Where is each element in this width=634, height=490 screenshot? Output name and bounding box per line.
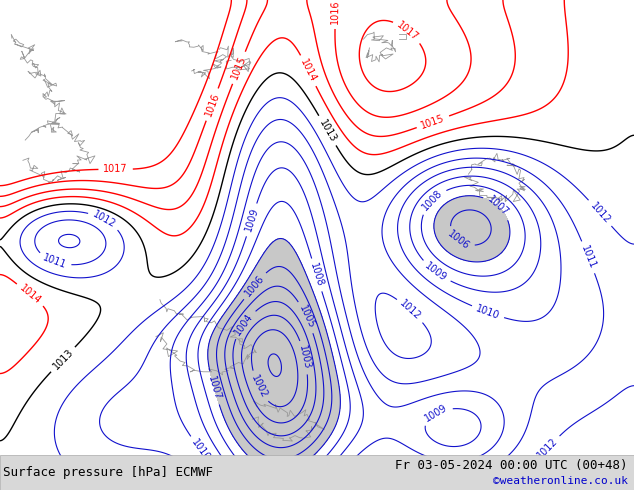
Text: 1016: 1016 [330, 0, 340, 24]
Text: 1008: 1008 [420, 188, 444, 213]
Text: 1003: 1003 [297, 344, 313, 370]
Text: 1006: 1006 [243, 273, 266, 298]
Text: 1011: 1011 [41, 253, 68, 270]
Text: 1004: 1004 [233, 311, 256, 337]
Text: 1007: 1007 [206, 375, 223, 401]
Text: 1005: 1005 [297, 304, 316, 330]
Text: 1013: 1013 [317, 118, 338, 144]
Text: 1009: 1009 [424, 261, 449, 283]
Text: 1012: 1012 [588, 200, 612, 225]
Text: 1010: 1010 [475, 303, 501, 321]
Text: 1009: 1009 [243, 207, 260, 233]
Text: 1012: 1012 [398, 298, 423, 322]
Text: Fr 03-05-2024 00:00 UTC (00+48): Fr 03-05-2024 00:00 UTC (00+48) [395, 459, 628, 472]
Text: 1015: 1015 [230, 54, 248, 81]
Text: 1011: 1011 [579, 244, 597, 270]
Text: 1012: 1012 [91, 209, 117, 230]
Text: 1016: 1016 [204, 91, 221, 118]
Text: 1009: 1009 [424, 403, 450, 424]
Text: 1017: 1017 [103, 164, 128, 174]
Text: 1017: 1017 [395, 20, 420, 43]
Text: 1008: 1008 [308, 262, 325, 288]
Text: 1014: 1014 [299, 57, 318, 84]
Text: 1002: 1002 [249, 374, 269, 400]
Text: 1015: 1015 [420, 113, 446, 131]
Text: 1012: 1012 [536, 436, 560, 461]
Text: 1013: 1013 [51, 347, 75, 371]
Text: ©weatheronline.co.uk: ©weatheronline.co.uk [493, 476, 628, 486]
Text: 1010: 1010 [190, 438, 212, 463]
Text: 1014: 1014 [18, 283, 43, 306]
Text: 1007: 1007 [486, 194, 510, 218]
Text: Surface pressure [hPa] ECMWF: Surface pressure [hPa] ECMWF [3, 466, 213, 479]
Bar [0, 455, 634, 490]
Text: 1006: 1006 [446, 229, 471, 252]
